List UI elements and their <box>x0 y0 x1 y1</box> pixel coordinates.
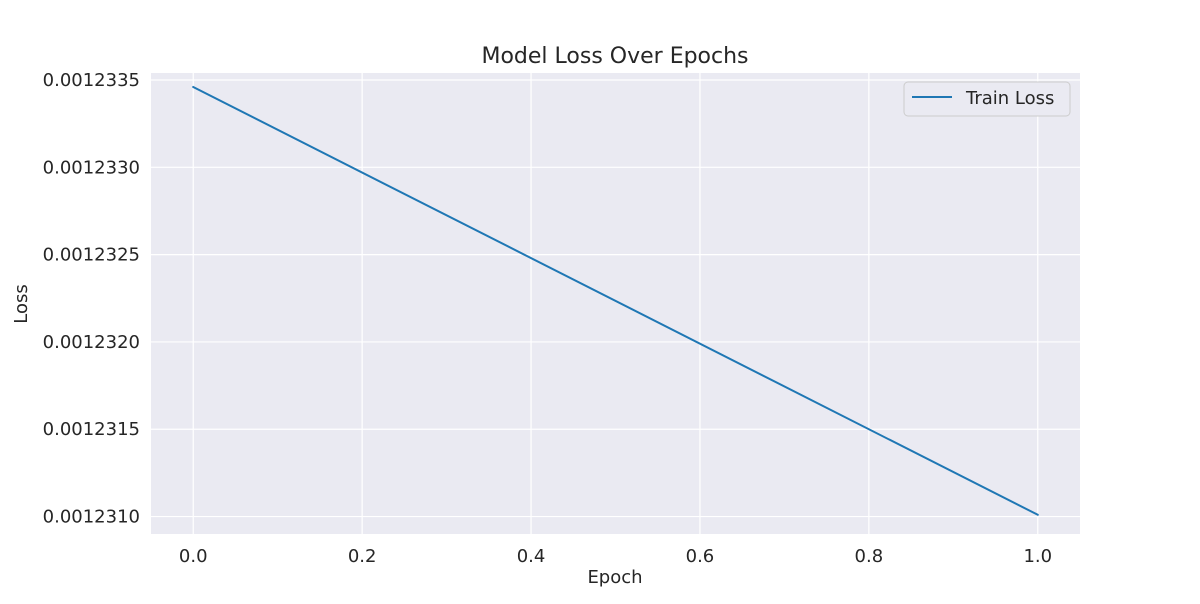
grid-lines <box>151 73 1080 534</box>
y-axis-ticks: 0.0012310 0.0012315 0.0012320 0.0012325 0.00… <box>43 70 140 528</box>
x-tick-label: 0.8 <box>855 546 884 567</box>
x-axis-ticks: 0.0 0.2 0.4 0.6 0.8 1.0 <box>179 546 1052 567</box>
x-tick-label: 1.0 <box>1023 546 1052 567</box>
x-tick-label: 0.0 <box>179 546 208 567</box>
y-tick-label: 0.0012330 <box>43 157 140 178</box>
x-tick-label: 0.2 <box>348 546 377 567</box>
series-layer <box>192 85 1039 516</box>
chart-title: Model Loss Over Epochs <box>481 44 748 69</box>
x-tick-label: 0.6 <box>686 546 715 567</box>
y-axis-label: Loss <box>11 284 32 323</box>
legend: Train Loss <box>903 81 1071 117</box>
y-tick-label: 0.0012320 <box>43 332 140 353</box>
y-tick-label: 0.0012325 <box>43 245 140 266</box>
legend-label-train-loss: Train Loss <box>965 88 1054 109</box>
series-line-train-loss <box>192 85 1039 516</box>
y-tick-label: 0.0012310 <box>43 507 140 528</box>
y-tick-label: 0.0012335 <box>43 70 140 91</box>
legend-box <box>903 81 1071 117</box>
x-axis-label: Epoch <box>587 567 642 588</box>
y-tick-label: 0.0012315 <box>43 419 140 440</box>
x-tick-label: 0.4 <box>517 546 546 567</box>
